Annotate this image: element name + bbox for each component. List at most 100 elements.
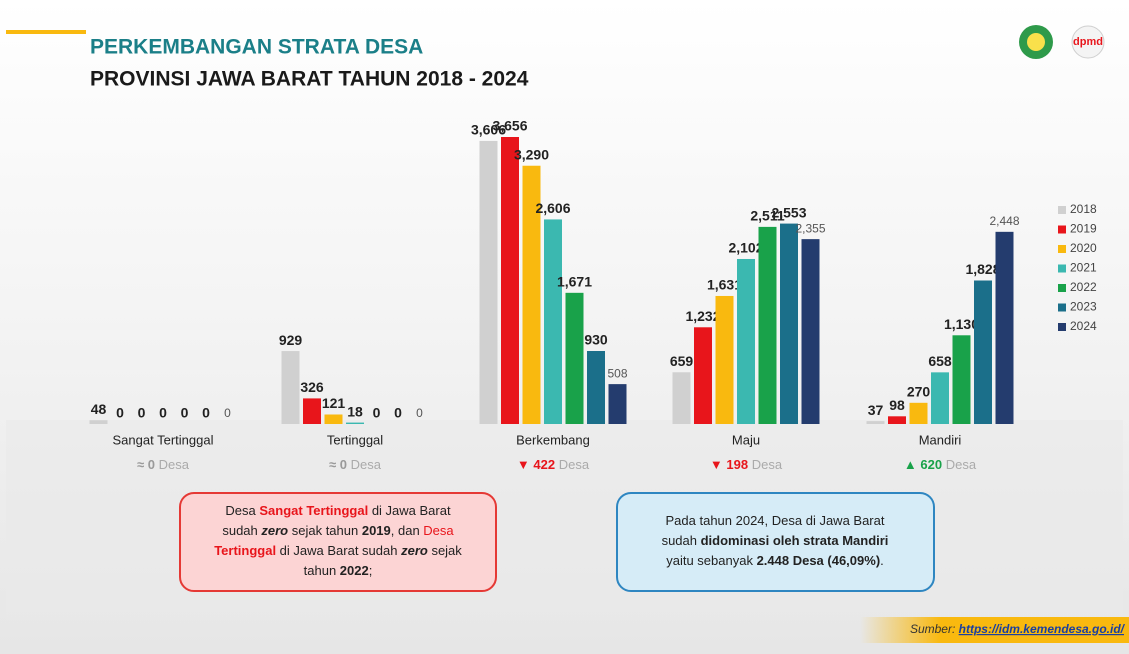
- bar: [281, 351, 300, 424]
- change-label: ▼ 198 Desa: [710, 457, 783, 472]
- category-label: Berkembang: [516, 432, 590, 447]
- value-label: 3,290: [514, 146, 549, 162]
- logo: dpmd: [1073, 36, 1103, 48]
- value-label: 37: [868, 402, 884, 418]
- legend-label: 2021: [1070, 261, 1097, 275]
- bar: [758, 226, 777, 424]
- value-label: 2,355: [795, 221, 825, 235]
- callout-text: yaitu sebanyak: [666, 553, 756, 568]
- value-label: 2,606: [535, 200, 570, 216]
- bar: [89, 420, 108, 424]
- value-label: 508: [607, 366, 627, 380]
- value-label: 121: [322, 395, 346, 411]
- value-label: 658: [928, 353, 952, 369]
- value-label: 1,631: [707, 277, 742, 293]
- category-label: Tertinggal: [327, 432, 383, 447]
- title: PERKEMBANGAN STRATA DESA: [90, 36, 423, 59]
- value-label: 1,671: [557, 274, 592, 290]
- value-label: 2,553: [771, 204, 806, 220]
- value-label: 0: [373, 405, 381, 421]
- change-marker: ≈: [329, 457, 336, 472]
- callout-text: zero: [400, 543, 428, 558]
- change-amount: 422: [533, 457, 555, 472]
- callout-text: tahun: [304, 563, 340, 578]
- value-label: 659: [670, 353, 694, 369]
- callout-line: sudah didominasi oleh strata Mandiri: [662, 533, 889, 548]
- bar: [931, 372, 949, 424]
- legend-swatch: [1058, 284, 1066, 292]
- callout-text: Desa: [225, 503, 259, 518]
- callout-text: .: [880, 553, 884, 568]
- value-label: 1,828: [965, 261, 1000, 277]
- logos: dpmd: [1019, 25, 1105, 59]
- legend-label: 2024: [1070, 319, 1097, 333]
- change-amount: 0: [340, 457, 347, 472]
- change-marker: ▼: [710, 457, 723, 472]
- bar: [694, 327, 712, 424]
- legend-label: 2020: [1070, 241, 1097, 255]
- bar: [909, 402, 928, 424]
- source: Sumber: https://idm.kemendesa.go.id/: [910, 622, 1126, 636]
- change-unit: Desa: [559, 457, 590, 472]
- bar: [479, 140, 498, 424]
- change-unit: Desa: [351, 457, 382, 472]
- callout-text: Sangat Tertinggal: [259, 503, 368, 518]
- value-label: 0: [181, 405, 189, 421]
- bar: [780, 223, 798, 424]
- callout-text: zero: [260, 523, 288, 538]
- value-label: 48: [91, 401, 107, 417]
- legend-label: 2022: [1070, 280, 1097, 294]
- category-label: Mandiri: [919, 432, 962, 447]
- change-marker: ≈: [137, 457, 144, 472]
- callout-text: sejak tahun: [288, 523, 362, 538]
- value-label: 0: [159, 405, 167, 421]
- legend-swatch: [1058, 225, 1066, 234]
- bar: [672, 372, 691, 424]
- value-label: 0: [138, 405, 146, 421]
- legend-swatch: [1058, 323, 1066, 331]
- value-label: 1,232: [685, 308, 720, 324]
- source-strip: [860, 617, 1129, 643]
- value-label: 0: [224, 406, 231, 420]
- change-amount: 0: [148, 457, 155, 472]
- subtitle: PROVINSI JAWA BARAT TAHUN 2018 - 2024: [90, 68, 529, 91]
- logo: [1027, 33, 1045, 51]
- value-label: 0: [202, 405, 210, 421]
- callout-line: Desa Sangat Tertinggal di Jawa Barat: [225, 503, 451, 518]
- legend-swatch: [1058, 303, 1066, 312]
- callout-text: didominasi oleh strata Mandiri: [701, 533, 889, 548]
- bar: [346, 422, 364, 424]
- legend-label: 2019: [1070, 222, 1097, 236]
- change-label: ▼ 422 Desa: [517, 457, 590, 472]
- callout-text: Tertinggal: [214, 543, 276, 558]
- bar: [995, 231, 1014, 424]
- value-label: 270: [907, 384, 931, 400]
- callout-line: Pada tahun 2024, Desa di Jawa Barat: [666, 513, 885, 528]
- bar: [888, 416, 906, 424]
- value-label: 0: [394, 405, 402, 421]
- legend-label: 2018: [1070, 202, 1097, 216]
- value-label: 18: [347, 403, 363, 419]
- bar: [715, 295, 734, 424]
- callout-box: [616, 492, 935, 592]
- logo: [1071, 25, 1105, 59]
- bar: [952, 335, 971, 424]
- background-building: [6, 420, 1123, 620]
- value-label: 3,606: [471, 122, 506, 138]
- title-accent: [6, 30, 86, 34]
- bar: [544, 219, 562, 424]
- value-label: 2,511: [750, 208, 784, 224]
- legend-swatch: [1058, 264, 1066, 273]
- callout-text: , dan: [391, 523, 424, 538]
- bar: [866, 421, 885, 424]
- category-label: Sangat Tertinggal: [113, 432, 214, 447]
- bar: [801, 239, 820, 424]
- change-label: ≈ 0 Desa: [137, 457, 190, 472]
- bar: [974, 280, 992, 424]
- change-unit: Desa: [946, 457, 977, 472]
- callout-text: sejak: [428, 543, 462, 558]
- value-label: 98: [889, 397, 905, 413]
- value-label: 929: [279, 332, 303, 348]
- callout-text: sudah: [662, 533, 701, 548]
- callout-text: Pada tahun 2024, Desa di Jawa Barat: [666, 513, 885, 528]
